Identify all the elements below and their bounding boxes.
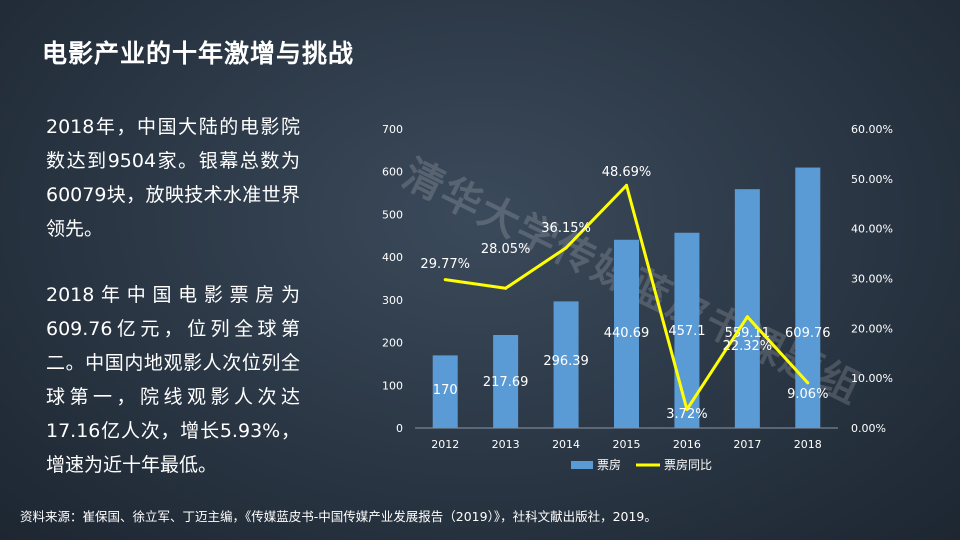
y-right-tick-label: 50.00% xyxy=(851,173,893,186)
bar-data-label: 609.76 xyxy=(785,326,831,341)
legend-swatch-bar xyxy=(571,461,593,469)
y-right-tick-label: 60.00% xyxy=(851,123,893,136)
line-point xyxy=(564,246,568,250)
bar xyxy=(614,239,639,428)
bar-data-label: 170 xyxy=(433,383,458,398)
x-tick-label: 2017 xyxy=(733,438,761,451)
bar xyxy=(553,301,579,428)
line-data-label: 9.06% xyxy=(787,387,828,402)
line-data-label: 28.05% xyxy=(481,242,531,257)
y-left-tick-label: 200 xyxy=(382,337,403,350)
x-tick-label: 2016 xyxy=(673,438,701,451)
line-data-label: 36.15% xyxy=(541,221,591,236)
line-data-label: 22.32% xyxy=(723,339,773,354)
x-tick-label: 2015 xyxy=(613,438,641,451)
source-note: 资料来源：崔保国、徐立军、丁迈主编，《传媒蓝皮书-中国传媒产业发展报告（2019… xyxy=(20,509,657,524)
y-right-tick-label: 0.00% xyxy=(851,422,886,435)
x-tick-label: 2014 xyxy=(552,438,580,451)
bar xyxy=(432,355,458,428)
paragraph-box-office: 2018年中国电影票房为609.76亿元，位列全球第二。中国内地观影人次位列全球… xyxy=(46,284,300,476)
line-point xyxy=(625,183,628,187)
page-title: 电影产业的十年激增与挑战 xyxy=(42,39,355,68)
legend-label-line: 票房同比 xyxy=(664,457,712,472)
y-left-tick-label: 0 xyxy=(396,422,403,435)
x-tick-label: 2018 xyxy=(794,438,822,451)
bar-data-label: 440.69 xyxy=(604,326,650,341)
y-right-tick-label: 40.00% xyxy=(851,223,893,236)
line-point xyxy=(504,286,508,290)
y-right-tick-label: 10.00% xyxy=(851,372,893,385)
line-point xyxy=(443,278,447,282)
bar-data-label: 457.1 xyxy=(668,324,705,339)
y-left-tick-label: 500 xyxy=(382,208,403,221)
bar-data-label: 296.39 xyxy=(543,354,589,369)
x-tick-label: 2012 xyxy=(431,438,459,451)
line-point xyxy=(745,315,749,319)
y-right-tick-label: 30.00% xyxy=(851,273,893,286)
line-point xyxy=(685,407,689,411)
bar xyxy=(734,189,760,428)
bar xyxy=(795,167,821,429)
y-right-tick-label: 20.00% xyxy=(851,322,893,335)
bar xyxy=(493,335,519,428)
line-data-label: 3.72% xyxy=(666,407,707,422)
x-tick-label: 2013 xyxy=(492,438,520,451)
paragraph-cinemas: 2018年，中国大陆的电影院数达到9504家。银幕总数为60079块，放映技术水… xyxy=(46,116,300,240)
y-left-tick-label: 300 xyxy=(382,294,403,307)
y-left-tick-label: 100 xyxy=(382,379,403,392)
line-data-label: 48.69% xyxy=(602,165,652,180)
y-left-tick-label: 700 xyxy=(382,123,403,136)
y-left-tick-label: 400 xyxy=(382,251,403,264)
line-point xyxy=(806,381,810,385)
line-data-label: 29.77% xyxy=(420,257,470,272)
bar-data-label: 217.69 xyxy=(483,375,529,390)
legend-label-bar: 票房 xyxy=(597,457,621,472)
y-left-tick-label: 600 xyxy=(382,166,403,179)
